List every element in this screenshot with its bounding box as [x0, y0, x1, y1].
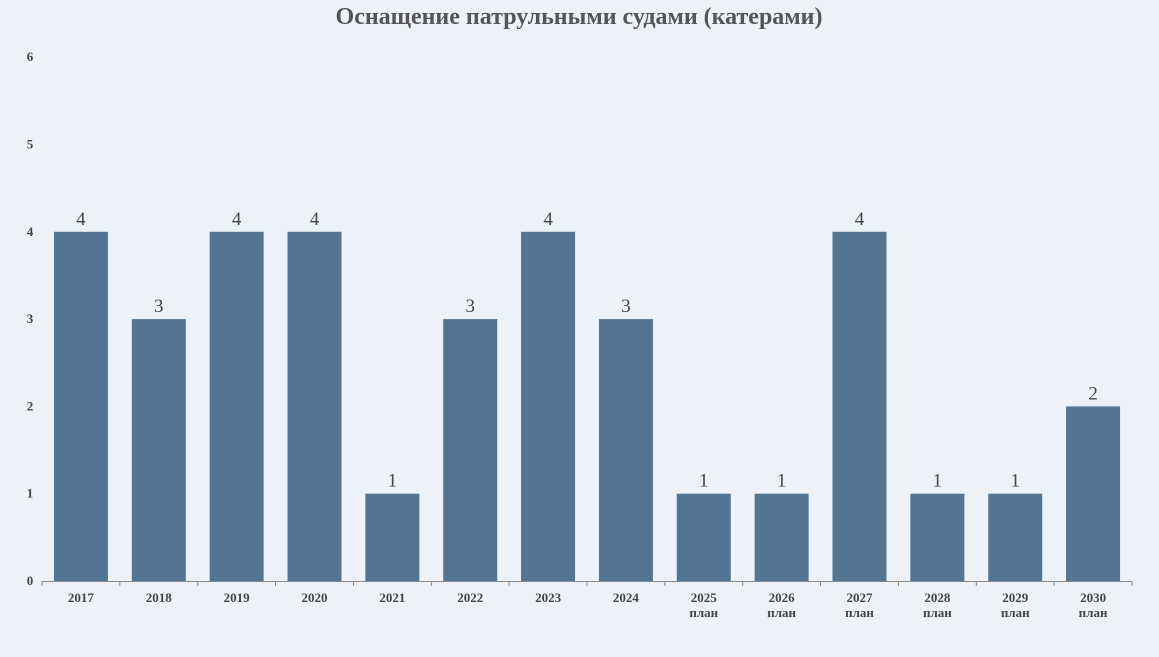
data-label: 1 [388, 471, 398, 492]
x-tick-label: 2025 [691, 590, 718, 605]
data-label: 4 [310, 209, 320, 230]
bar [598, 319, 653, 581]
data-label: 3 [154, 296, 164, 317]
x-tick-sublabel: план [1079, 605, 1108, 620]
x-tick-label: 2023 [535, 590, 562, 605]
data-label: 3 [621, 296, 631, 317]
bar [209, 231, 264, 582]
x-tick-sublabel: план [923, 605, 952, 620]
bar [365, 493, 420, 581]
data-label: 1 [1010, 471, 1020, 492]
x-tick-label: 2018 [146, 590, 173, 605]
x-tick-label: 2026 [769, 590, 796, 605]
x-tick-label: 2020 [302, 590, 328, 605]
x-tick-sublabel: план [1001, 605, 1030, 620]
x-tick-sublabel: план [767, 605, 796, 620]
data-label: 1 [933, 471, 943, 492]
x-axis: 2017 2018 2019 2020 2021 2022 2023 2024 2025план… [41, 581, 1133, 620]
x-tick-sublabel: план [845, 605, 874, 620]
y-tick-label: 0 [27, 573, 34, 588]
x-tick-label: 2024 [613, 590, 640, 605]
data-label: 1 [777, 471, 787, 492]
x-tick-label: 2022 [457, 590, 483, 605]
bar [131, 319, 186, 581]
bar [287, 231, 342, 582]
x-tick-label: 2030 [1080, 590, 1106, 605]
data-label: 4 [855, 209, 865, 230]
y-tick-label: 1 [27, 486, 34, 501]
data-label: 3 [465, 296, 475, 317]
y-tick-label: 2 [27, 398, 34, 413]
data-label: 1 [699, 471, 709, 492]
bar [53, 231, 108, 582]
bar [832, 231, 887, 582]
x-tick-sublabel: план [689, 605, 718, 620]
y-tick-label: 3 [27, 311, 34, 326]
x-tick-label: 2017 [68, 590, 95, 605]
x-tick-label: 2019 [224, 590, 251, 605]
x-tick-label: 2028 [924, 590, 951, 605]
bar [443, 319, 498, 581]
bar [521, 231, 576, 582]
bar [910, 493, 965, 581]
y-axis: 0 1 2 3 4 5 6 [27, 49, 34, 588]
x-tick-label: 2027 [847, 590, 874, 605]
data-label: 2 [1088, 383, 1098, 404]
bar [988, 493, 1043, 581]
y-tick-label: 6 [27, 49, 34, 64]
bar [754, 493, 809, 581]
bars-group [53, 231, 1121, 582]
bar [1066, 406, 1121, 581]
bar [676, 493, 731, 581]
x-tick-label: 2029 [1002, 590, 1029, 605]
data-label: 4 [232, 209, 242, 230]
chart-title: Оснащение патрульными судами (катерами) [336, 4, 823, 30]
y-tick-label: 4 [27, 224, 34, 239]
data-labels-group: 4 3 4 4 1 3 4 3 1 1 4 1 1 2 [76, 209, 1098, 492]
data-label: 4 [543, 209, 553, 230]
data-label: 4 [76, 209, 86, 230]
y-tick-label: 5 [27, 137, 34, 152]
x-tick-label: 2021 [379, 590, 405, 605]
